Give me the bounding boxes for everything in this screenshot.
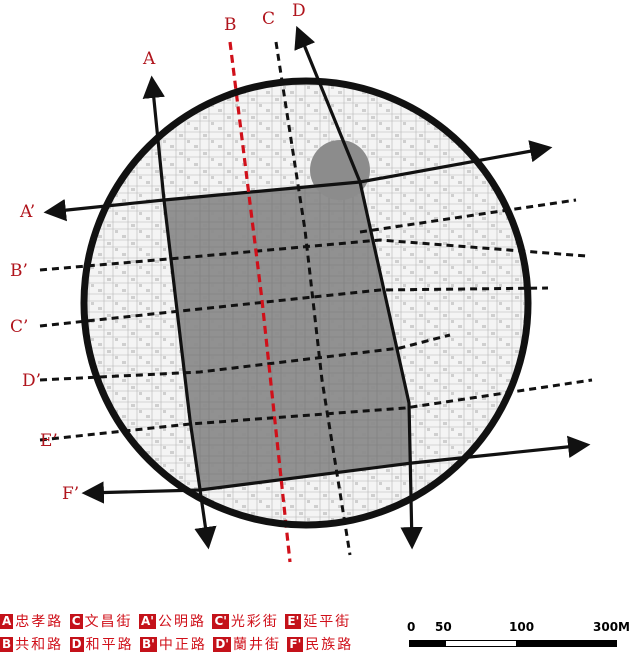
label-F-prime: F’ xyxy=(62,484,79,504)
street-extra-east-line xyxy=(359,198,577,234)
legend-road: 民族路 xyxy=(305,637,354,653)
legend-row-1: A 忠孝路 C 文昌街 A' 公明路 C' 光彩街 E' 延平街 xyxy=(0,613,353,631)
legend-item: D' 蘭井街 xyxy=(213,636,281,654)
label-B: B xyxy=(224,15,237,35)
legend-key: E' xyxy=(285,614,302,629)
label-E-prime: E’ xyxy=(40,431,58,451)
legend-key: D xyxy=(69,637,84,652)
legend-road: 共和路 xyxy=(15,637,64,653)
legend-item: A' 公明路 xyxy=(139,613,206,631)
label-D: D xyxy=(292,1,306,21)
street-C-prime-line xyxy=(39,286,549,328)
street-B-line xyxy=(228,41,292,563)
legend-item: D 和平路 xyxy=(69,636,134,654)
street-F-prime-line xyxy=(81,435,591,504)
legend-item: B 共和路 xyxy=(0,636,63,654)
legend-road: 文昌街 xyxy=(84,614,133,630)
street-D-prime-line xyxy=(39,333,451,382)
scale-tick-label: 300M xyxy=(593,620,630,634)
scale-segment xyxy=(409,640,445,647)
legend-key: C' xyxy=(212,614,229,629)
legend-key: A' xyxy=(139,614,156,629)
legend-item: A 忠孝路 xyxy=(0,613,63,631)
legend-key: F' xyxy=(287,637,304,652)
legend-item: F' 民族路 xyxy=(287,636,353,654)
label-B-prime: B’ xyxy=(10,261,28,281)
legend-road: 忠孝路 xyxy=(15,614,64,630)
legend-item: B' 中正路 xyxy=(140,636,207,654)
study-boundary-circle xyxy=(80,77,532,529)
street-E-prime-line xyxy=(39,378,593,442)
legend-road: 中正路 xyxy=(158,637,207,653)
legend-road: 和平路 xyxy=(85,637,134,653)
scale-tick-label: 0 xyxy=(407,620,416,634)
legend-road: 公明路 xyxy=(157,614,206,630)
label-A: A xyxy=(142,49,156,69)
scale-tick-label: 50 xyxy=(435,620,452,634)
legend-key: D' xyxy=(213,637,231,652)
legend-road: 蘭井街 xyxy=(232,637,281,653)
scale-bar: 0 50 100 300M xyxy=(405,620,630,654)
legend-key: B' xyxy=(140,637,157,652)
label-C: C xyxy=(262,9,275,29)
legend-key: A xyxy=(0,614,14,629)
legend-item: C 文昌街 xyxy=(69,613,133,631)
legend-key: C xyxy=(69,614,83,629)
label-C-prime: C’ xyxy=(10,317,28,337)
study-area-map: B C D A A’ B’ C’ D’ E’ F’ xyxy=(10,1,593,563)
legend-road: 延平街 xyxy=(303,614,352,630)
street-B-prime-line xyxy=(39,238,587,272)
label-D-prime: D’ xyxy=(22,371,41,391)
legend-item: E' 延平街 xyxy=(285,613,351,631)
legend-item: C' 光彩街 xyxy=(212,613,278,631)
scale-segment xyxy=(445,640,517,647)
street-C-line xyxy=(274,41,352,556)
legend-key: B xyxy=(0,637,14,652)
legend-road: 光彩街 xyxy=(230,614,279,630)
dashed-streets xyxy=(39,41,593,556)
legend-row-2: B 共和路 D 和平路 B' 中正路 D' 蘭井街 F' 民族路 xyxy=(0,636,355,654)
scale-segment xyxy=(517,640,617,647)
label-A-prime: A’ xyxy=(19,202,35,222)
scale-tick-label: 100 xyxy=(509,620,535,634)
